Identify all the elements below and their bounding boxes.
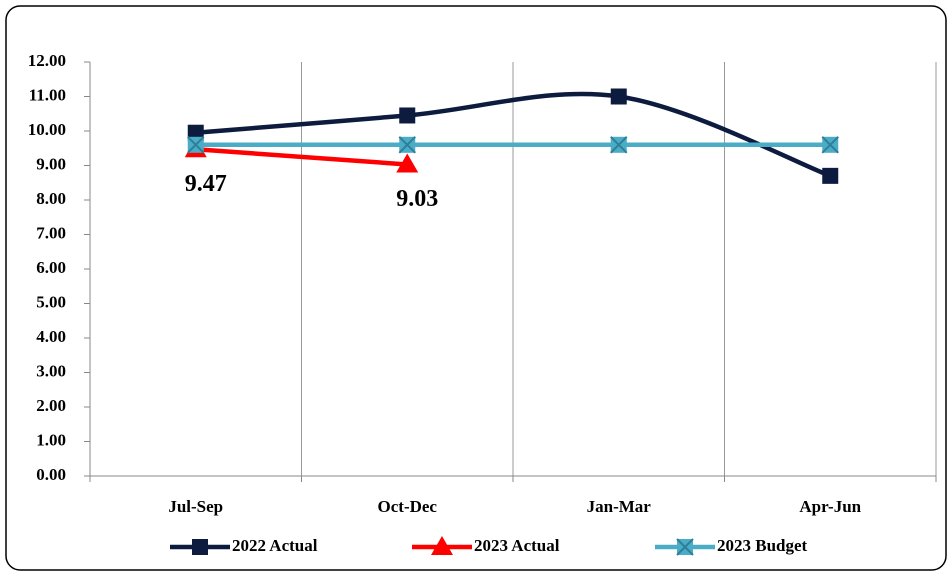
marker [398, 136, 416, 154]
y-tick-label: 11.00 [29, 85, 66, 104]
marker [187, 124, 204, 141]
marker [822, 167, 839, 184]
marker-x [610, 136, 628, 154]
y-tick-label: 4.00 [36, 327, 66, 346]
y-tick-label: 8.00 [36, 189, 66, 208]
legend-item: 2023 Budget [655, 536, 808, 556]
marker [431, 536, 453, 555]
y-tick-label: 1.00 [36, 430, 66, 449]
y-tick-label: 12.00 [28, 51, 66, 70]
legend-label: 2023 Actual [474, 536, 560, 555]
series [187, 136, 839, 154]
marker [676, 538, 694, 556]
y-tick-label: 10.00 [28, 120, 66, 139]
x-tick-label: Oct-Dec [378, 497, 438, 516]
value-label: 9.03 [396, 186, 438, 212]
marker [192, 539, 208, 555]
chart-frame [5, 5, 947, 571]
x-tick-label: Jan-Mar [587, 497, 652, 516]
y-tick-label: 0.00 [36, 465, 66, 484]
marker-x [187, 136, 205, 154]
series-line [195, 147, 408, 167]
marker [396, 153, 419, 173]
y-tick-label: 2.00 [36, 396, 66, 415]
marker [610, 136, 628, 154]
marker [610, 88, 627, 105]
y-tick-label: 7.00 [36, 223, 66, 242]
x-tick-label: Apr-Jun [799, 497, 861, 516]
marker [399, 107, 416, 124]
y-tick-label: 3.00 [36, 361, 66, 380]
y-tick-label: 5.00 [36, 292, 66, 311]
marker [187, 136, 205, 154]
legend-label: 2022 Actual [232, 536, 318, 555]
y-tick-label: 9.00 [36, 154, 66, 173]
legend-label: 2023 Budget [717, 536, 808, 555]
legend-item: 2023 Actual [412, 536, 560, 555]
legend-item: 2022 Actual [170, 536, 318, 555]
series-line [195, 91, 832, 178]
marker-x [676, 538, 694, 556]
y-tick-label: 6.00 [36, 258, 66, 277]
marker-x [821, 136, 839, 154]
x-tick-label: Jul-Sep [168, 497, 223, 516]
series [187, 88, 839, 184]
value-label: 9.47 [185, 171, 227, 197]
marker [821, 136, 839, 154]
marker-x [398, 136, 416, 154]
